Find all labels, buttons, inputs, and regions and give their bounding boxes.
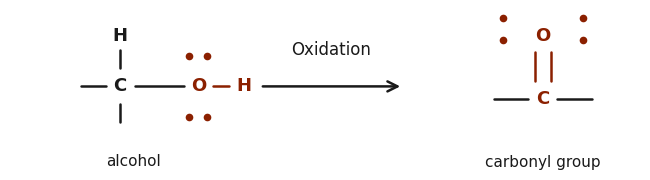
Text: carbonyl group: carbonyl group (485, 154, 601, 170)
Text: H: H (112, 27, 128, 45)
Text: C: C (114, 77, 127, 95)
Text: C: C (536, 90, 549, 108)
Text: O: O (535, 27, 551, 45)
Text: H: H (236, 77, 252, 95)
Text: O: O (190, 77, 206, 95)
Text: Oxidation: Oxidation (292, 41, 371, 59)
Text: alcohol: alcohol (106, 154, 161, 170)
